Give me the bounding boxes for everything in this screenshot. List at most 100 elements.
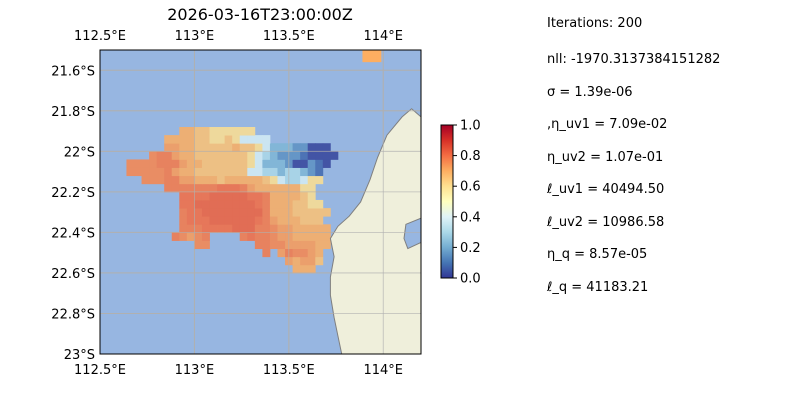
heatmap-cell <box>277 216 286 225</box>
heatmap-cell <box>201 183 210 193</box>
heatmap-cell <box>247 183 256 193</box>
heatmap-cell <box>232 175 241 185</box>
heatmap-cell <box>262 183 271 193</box>
map-frame <box>99 49 422 355</box>
heatmap-cell <box>171 232 180 241</box>
heatmap-cell <box>269 240 278 250</box>
heatmap-cell <box>217 175 226 185</box>
heatmap-cell <box>164 135 173 144</box>
heatmap-cell <box>232 208 241 217</box>
heatmap-cell <box>277 232 286 241</box>
heatmap-cell <box>224 216 233 225</box>
heatmap-cell <box>315 216 324 225</box>
heatmap-cell <box>300 224 309 233</box>
map-svg: 112.5°E 112.5°E 113°E 113°E 113.5°E 113.5°E 11… <box>51 5 422 378</box>
colorbar-tick-label: 0.4 <box>460 210 481 225</box>
heatmap-cell <box>179 216 188 225</box>
heatmap-cell <box>277 143 286 152</box>
heatmap-cell <box>232 224 241 233</box>
heatmap-cell <box>209 135 218 144</box>
heatmap-cell <box>194 208 203 217</box>
heatmap-cell <box>247 151 256 160</box>
heatmap-cell <box>362 50 382 63</box>
heatmap-cell <box>269 167 278 177</box>
heatmap-cell <box>126 167 135 177</box>
heatmap-cell <box>277 175 286 185</box>
heatmap-cell <box>307 264 316 274</box>
heatmap-cell <box>194 224 203 233</box>
heatmap-cell <box>307 248 316 258</box>
colorbar-tick-label: 0.6 <box>460 180 481 195</box>
heatmap-cell <box>277 199 286 209</box>
heatmap-cell <box>254 240 263 250</box>
heatmap-cell <box>186 224 195 233</box>
heatmap-cell <box>179 143 188 152</box>
heatmap-cell <box>239 151 248 160</box>
heatmap-cell <box>322 240 331 250</box>
heatmap-cell <box>269 232 278 241</box>
heatmap-cell <box>194 159 203 168</box>
heatmap-cell <box>239 127 248 136</box>
heatmap-cell <box>224 167 233 177</box>
heatmap-cell <box>322 143 331 152</box>
heatmap-cell <box>315 143 324 152</box>
heatmap-cell <box>254 151 263 160</box>
heatmap-cell <box>254 224 263 233</box>
heatmap-cell <box>201 167 210 177</box>
stat-eta-uv1: ,η_uv1 = 7.09e-02 <box>547 117 668 132</box>
y-tick-label: 22°S <box>64 145 95 160</box>
heatmap-cell <box>149 159 158 168</box>
heatmap-cell <box>300 175 309 185</box>
heatmap-cell <box>217 143 226 152</box>
heatmap-cell <box>300 264 309 274</box>
heatmap-cell <box>277 167 286 177</box>
heatmap-cell <box>224 151 233 160</box>
heatmap-cell <box>186 151 195 160</box>
heatmap-cell <box>315 232 324 241</box>
heatmap-cell <box>209 224 218 233</box>
heatmap-cell <box>254 175 263 185</box>
heatmap-cell <box>194 191 203 201</box>
heatmap-cell <box>254 208 263 217</box>
heatmap-cell <box>201 224 210 233</box>
heatmap-cell <box>277 191 286 201</box>
heatmap-cell <box>269 183 278 193</box>
heatmap-cell <box>171 167 180 177</box>
heatmap-cell <box>149 167 158 177</box>
x-tick-label-bottom: 113°E <box>175 363 215 378</box>
heatmap-cell <box>262 143 271 152</box>
heatmap-cell <box>239 191 248 201</box>
heatmap-cell <box>300 159 309 168</box>
heatmap-cell <box>194 167 203 177</box>
heatmap-cell <box>201 127 210 136</box>
heatmap-cell <box>232 167 241 177</box>
heatmap-cell <box>209 143 218 152</box>
heatmap-cell <box>315 167 324 177</box>
heatmap-cell <box>186 167 195 177</box>
heatmap-cell <box>269 159 278 168</box>
heatmap-cell <box>315 208 324 217</box>
heatmap-cell <box>322 159 331 168</box>
map-figure: 112.5°E 112.5°E 113°E 113°E 113.5°E 113.5°E 11… <box>51 5 422 378</box>
heatmap-cell <box>201 151 210 160</box>
heatmap-cell <box>300 151 309 160</box>
bay-inlet <box>403 217 421 250</box>
heatmap-cell <box>292 167 301 177</box>
heatmap-cell <box>164 167 173 177</box>
heatmap-cell <box>239 216 248 225</box>
heatmap-cell <box>164 143 173 152</box>
heatmap-cell <box>224 191 233 201</box>
heatmap-cell <box>171 175 180 185</box>
heatmap-cell <box>269 151 278 160</box>
heatmap-cell <box>179 232 188 241</box>
heatmap-cell <box>307 151 316 160</box>
heatmap-cell <box>292 232 301 241</box>
chart-title: 2026-03-16T23:00:00Z <box>167 5 353 24</box>
heatmap-cell <box>315 248 324 258</box>
heatmap-cell <box>194 135 203 144</box>
y-tick-label: 22.4°S <box>51 226 95 241</box>
heatmap-cell <box>217 159 226 168</box>
heatmap-cell <box>217 183 226 193</box>
heatmap-cell <box>307 159 316 168</box>
heatmap-cell <box>247 216 256 225</box>
